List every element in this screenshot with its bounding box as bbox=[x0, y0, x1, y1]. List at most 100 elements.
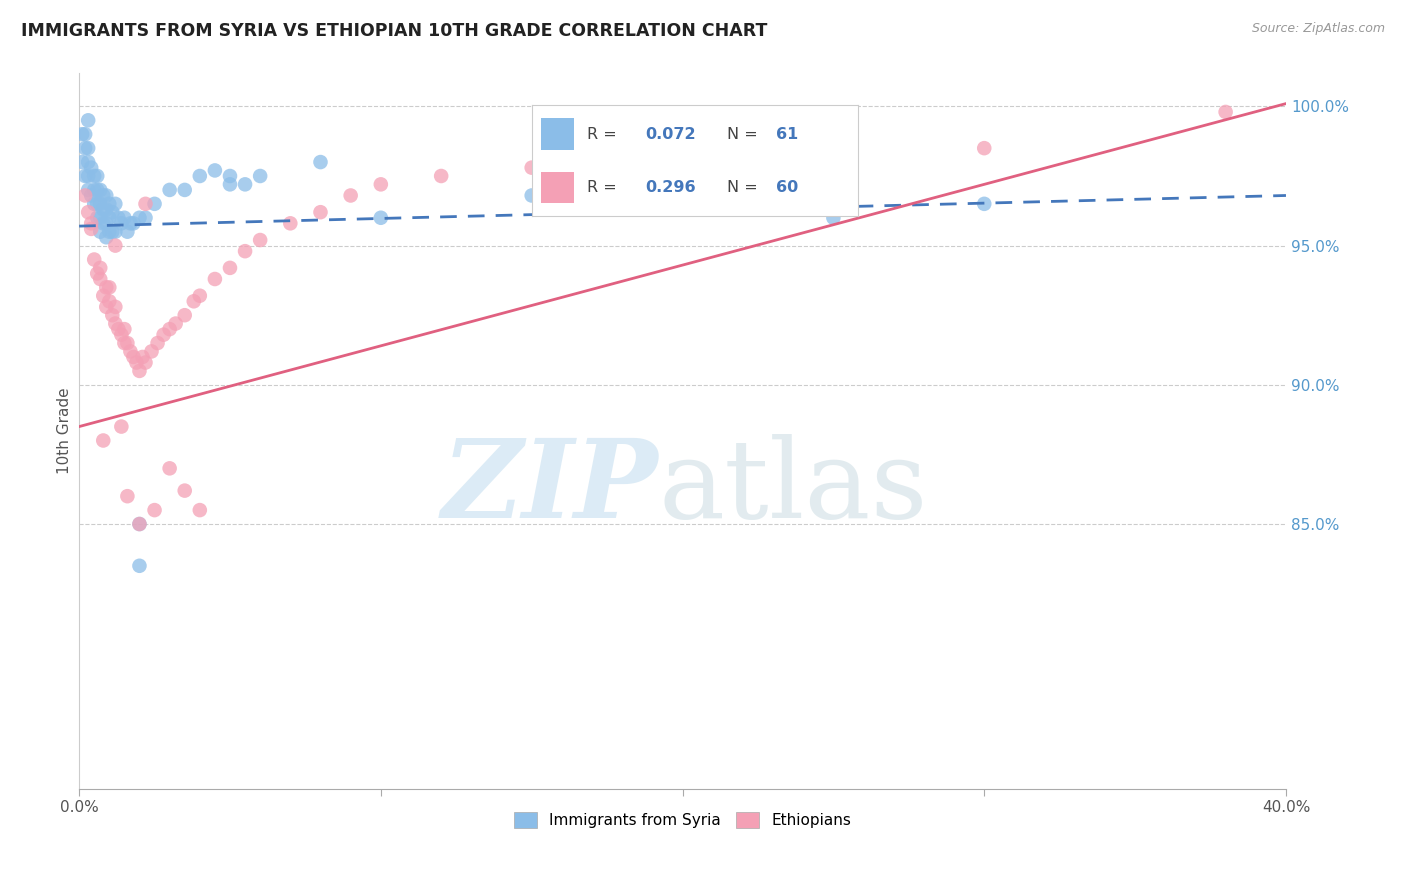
Point bbox=[143, 197, 166, 211]
Point bbox=[86, 183, 108, 197]
Point bbox=[101, 308, 124, 322]
Point bbox=[125, 355, 148, 369]
Point bbox=[107, 211, 129, 225]
Point bbox=[671, 141, 693, 155]
Point bbox=[77, 113, 100, 128]
Point bbox=[83, 197, 105, 211]
Point bbox=[134, 211, 156, 225]
Point bbox=[173, 483, 195, 498]
Point bbox=[370, 178, 392, 192]
Point bbox=[370, 211, 392, 225]
Point bbox=[973, 141, 995, 155]
Point bbox=[309, 205, 332, 219]
Point bbox=[152, 327, 174, 342]
Point bbox=[146, 336, 169, 351]
Point bbox=[91, 289, 114, 303]
Point bbox=[86, 197, 108, 211]
Point bbox=[75, 127, 97, 141]
Point bbox=[122, 350, 145, 364]
Point bbox=[278, 216, 301, 230]
Text: IMMIGRANTS FROM SYRIA VS ETHIOPIAN 10TH GRADE CORRELATION CHART: IMMIGRANTS FROM SYRIA VS ETHIOPIAN 10TH … bbox=[21, 22, 768, 40]
Point bbox=[101, 205, 124, 219]
Point bbox=[91, 216, 114, 230]
Point bbox=[134, 197, 156, 211]
Point bbox=[120, 344, 142, 359]
Point bbox=[104, 300, 127, 314]
Point bbox=[309, 155, 332, 169]
Point bbox=[520, 188, 543, 202]
Point bbox=[159, 322, 181, 336]
Point bbox=[112, 336, 135, 351]
Point bbox=[89, 211, 111, 225]
Point bbox=[110, 216, 132, 230]
Point bbox=[110, 327, 132, 342]
Point bbox=[204, 272, 226, 286]
Text: Source: ZipAtlas.com: Source: ZipAtlas.com bbox=[1251, 22, 1385, 36]
Point bbox=[122, 216, 145, 230]
Point bbox=[77, 183, 100, 197]
Point bbox=[430, 169, 453, 183]
Point bbox=[83, 183, 105, 197]
Point bbox=[77, 169, 100, 183]
Point bbox=[83, 169, 105, 183]
Point bbox=[89, 197, 111, 211]
Point bbox=[219, 178, 242, 192]
Point bbox=[104, 197, 127, 211]
Point bbox=[219, 260, 242, 275]
Point bbox=[112, 322, 135, 336]
Point bbox=[96, 202, 118, 217]
Point bbox=[188, 289, 211, 303]
Point bbox=[128, 516, 150, 531]
Point bbox=[233, 244, 256, 259]
Point bbox=[120, 216, 142, 230]
Point bbox=[96, 188, 118, 202]
Point bbox=[249, 169, 271, 183]
Point bbox=[117, 336, 139, 351]
Point bbox=[143, 503, 166, 517]
Point bbox=[89, 225, 111, 239]
Point bbox=[339, 188, 361, 202]
Point bbox=[80, 161, 103, 175]
Point bbox=[80, 222, 103, 236]
Point bbox=[823, 211, 845, 225]
Point bbox=[128, 558, 150, 573]
Point bbox=[96, 216, 118, 230]
Point bbox=[89, 272, 111, 286]
Y-axis label: 10th Grade: 10th Grade bbox=[58, 387, 72, 474]
Point bbox=[98, 197, 121, 211]
Point bbox=[188, 169, 211, 183]
Point bbox=[77, 155, 100, 169]
Point bbox=[112, 211, 135, 225]
Point bbox=[188, 503, 211, 517]
Point bbox=[70, 127, 93, 141]
Text: atlas: atlas bbox=[658, 434, 928, 541]
Point bbox=[823, 127, 845, 141]
Point bbox=[520, 161, 543, 175]
Point bbox=[91, 202, 114, 217]
Point bbox=[70, 155, 93, 169]
Point bbox=[107, 322, 129, 336]
Point bbox=[233, 178, 256, 192]
Point bbox=[141, 344, 163, 359]
Point bbox=[86, 169, 108, 183]
Point bbox=[173, 183, 195, 197]
Point bbox=[91, 434, 114, 448]
Point bbox=[96, 300, 118, 314]
Point bbox=[159, 183, 181, 197]
Point bbox=[101, 225, 124, 239]
Point bbox=[249, 233, 271, 247]
Point bbox=[173, 308, 195, 322]
Point bbox=[98, 211, 121, 225]
Point bbox=[98, 225, 121, 239]
Point bbox=[219, 169, 242, 183]
Point bbox=[86, 211, 108, 225]
Point bbox=[89, 183, 111, 197]
Point bbox=[204, 163, 226, 178]
Point bbox=[131, 350, 153, 364]
Point bbox=[83, 252, 105, 267]
Point bbox=[973, 197, 995, 211]
Point bbox=[104, 317, 127, 331]
Point bbox=[104, 225, 127, 239]
Point bbox=[159, 461, 181, 475]
Point bbox=[117, 489, 139, 503]
